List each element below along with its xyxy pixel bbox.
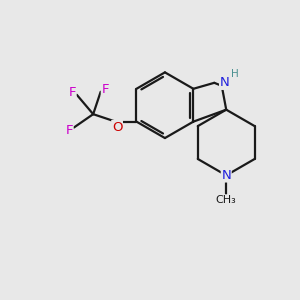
Text: O: O [112,121,122,134]
Text: N: N [221,169,231,182]
Text: F: F [68,86,76,99]
Text: H: H [231,70,239,80]
Text: N: N [220,76,230,89]
Text: CH₃: CH₃ [216,195,237,205]
Text: F: F [101,83,109,96]
Text: F: F [65,124,73,137]
